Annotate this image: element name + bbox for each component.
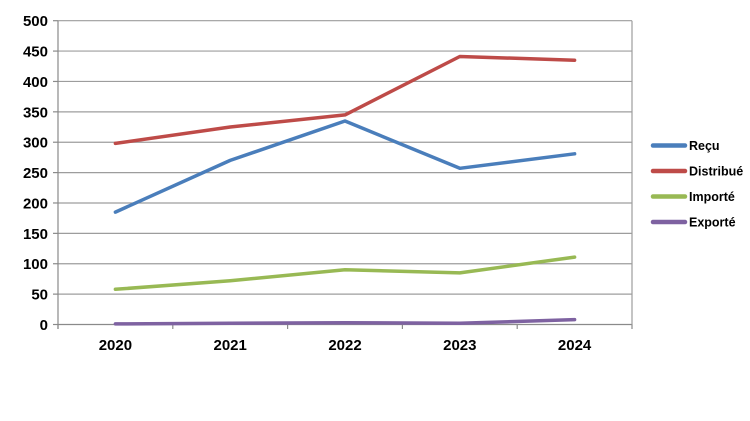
x-axis-tick-label: 2021 bbox=[214, 337, 247, 354]
y-axis-tick-label: 400 bbox=[23, 74, 48, 91]
y-axis-tick-label: 200 bbox=[23, 195, 48, 212]
y-axis-tick-label: 350 bbox=[23, 104, 48, 121]
x-axis-tick-label: 2020 bbox=[99, 337, 132, 354]
legend-label: Exporté bbox=[689, 216, 736, 230]
y-axis-tick-label: 450 bbox=[23, 44, 48, 61]
legend-label: Distribué bbox=[689, 165, 743, 179]
y-axis-tick-label: 500 bbox=[23, 13, 48, 30]
series-line-importe bbox=[113, 255, 577, 292]
y-axis-tick-label: 50 bbox=[31, 287, 48, 304]
x-axis-tick-label: 2024 bbox=[558, 337, 592, 354]
x-axis-tick-label: 2023 bbox=[443, 337, 476, 354]
y-axis-tick-label: 150 bbox=[23, 226, 48, 243]
y-axis-tick-label: 100 bbox=[23, 256, 48, 273]
y-axis-tick-label: 250 bbox=[23, 165, 48, 182]
series-line-recu bbox=[113, 119, 577, 214]
series-line-distribue bbox=[113, 54, 577, 146]
x-axis-tick-label: 2022 bbox=[328, 337, 361, 354]
series-line-exporte bbox=[113, 317, 577, 326]
y-axis-tick-label: 0 bbox=[40, 317, 48, 334]
legend-label: Importé bbox=[689, 190, 735, 204]
y-axis-tick-label: 300 bbox=[23, 135, 48, 152]
legend-label: Reçu bbox=[689, 139, 720, 153]
